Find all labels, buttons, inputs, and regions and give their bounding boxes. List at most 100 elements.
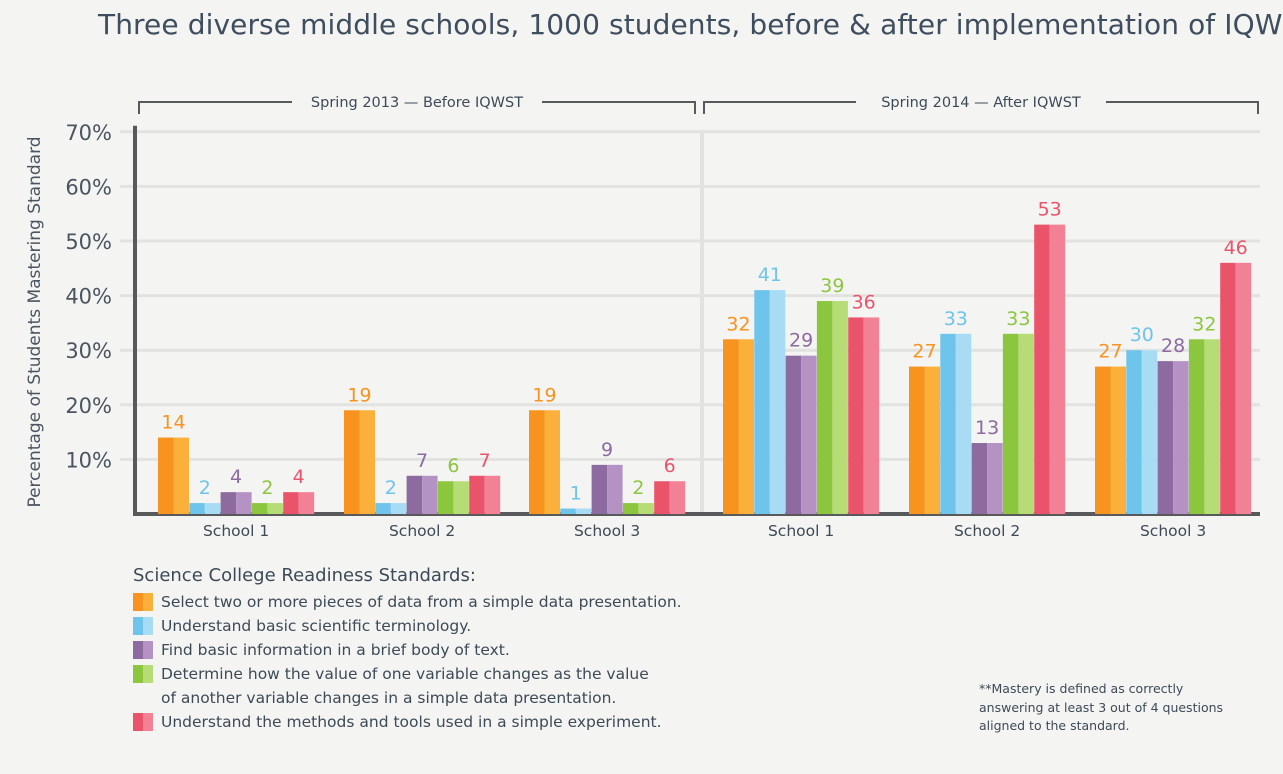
bar (654, 481, 670, 514)
legend-swatch (133, 593, 153, 611)
bar (940, 333, 956, 514)
legend-item: Understand the methods and tools used in… (133, 710, 662, 734)
bar (344, 410, 360, 514)
bar (971, 443, 988, 514)
period-label: Spring 2014 — After IQWST (881, 95, 1081, 111)
bar (220, 492, 237, 514)
period-bracket-right (542, 101, 696, 114)
bar-highlight (204, 503, 221, 514)
bar (909, 366, 925, 514)
legend-item: Find basic information in a brief body o… (133, 638, 510, 662)
bar-value-label: 7 (479, 450, 491, 472)
legend-swatch (133, 665, 153, 683)
bar-value-label: 41 (758, 264, 782, 286)
bar-value-label: 4 (293, 466, 305, 488)
bar-highlight (801, 355, 817, 514)
bar (560, 508, 576, 514)
bar-highlight (987, 443, 1003, 514)
bar-value-label: 29 (789, 330, 813, 352)
bar-value-label: 36 (852, 291, 876, 313)
legend-label: Select two or more pieces of data from a… (161, 593, 682, 611)
legend-label: Understand the methods and tools used in… (161, 713, 662, 731)
legend-label: Determine how the value of one variable … (161, 665, 649, 707)
x-category-label: School 2 (389, 522, 455, 540)
bar-value-label: 46 (1224, 237, 1248, 259)
bar (1157, 361, 1174, 514)
period-bracket-right (1106, 101, 1259, 114)
bar-highlight (638, 503, 654, 514)
bar (1034, 224, 1050, 514)
bar-highlight (1141, 350, 1158, 514)
bar-value-label: 2 (261, 477, 273, 499)
bar-value-label: 53 (1038, 199, 1062, 221)
bar (1188, 339, 1205, 514)
y-tick-label: 50% (65, 230, 112, 254)
legend-item: Determine how the value of one variable … (133, 662, 649, 710)
bar-value-label: 32 (1192, 313, 1216, 335)
bar-highlight (544, 410, 560, 514)
legend-swatch (133, 713, 153, 731)
bar (622, 503, 639, 514)
y-tick-label: 20% (65, 394, 112, 418)
bar-value-label: 32 (726, 313, 750, 335)
bar-highlight (863, 317, 880, 514)
x-category-label: School 3 (1140, 522, 1206, 540)
bar-highlight (422, 475, 438, 514)
bar (848, 317, 864, 514)
bar (591, 464, 608, 514)
bar-value-label: 1 (570, 483, 582, 505)
bar-value-label: 27 (1098, 341, 1122, 363)
bar-highlight (453, 481, 469, 514)
period-label: Spring 2013 — Before IQWST (311, 95, 523, 111)
bar (469, 475, 485, 514)
bar-value-label: 4 (230, 466, 242, 488)
legend-item: Understand basic scientific terminology. (133, 614, 471, 638)
bar-highlight (924, 366, 940, 514)
bar-value-label: 27 (912, 341, 936, 363)
bar-highlight (769, 290, 786, 514)
bar (529, 410, 545, 514)
bar-value-label: 33 (1006, 308, 1030, 330)
bar-value-label: 28 (1161, 335, 1185, 357)
bar-highlight (1110, 366, 1126, 514)
footnote: **Mastery is defined as correctly answer… (979, 681, 1224, 733)
legend-item: Select two or more pieces of data from a… (133, 590, 682, 614)
bar-value-label: 19 (532, 384, 556, 406)
bar (723, 339, 739, 514)
bar (754, 290, 770, 514)
bar-highlight (575, 508, 592, 514)
bar-highlight (390, 503, 407, 514)
x-category-label: School 1 (768, 522, 834, 540)
bar (785, 355, 802, 514)
y-tick-label: 70% (65, 121, 112, 145)
bar-value-label: 39 (820, 275, 844, 297)
bar-highlight (267, 503, 283, 514)
bar (251, 503, 268, 514)
y-tick-label: 60% (65, 175, 112, 199)
period-bracket-left (703, 101, 856, 114)
bar (1126, 350, 1142, 514)
period-bracket-left (138, 101, 292, 114)
bar-value-label: 2 (385, 477, 397, 499)
x-category-label: School 3 (574, 522, 640, 540)
bar-highlight (236, 492, 252, 514)
bar-value-label: 19 (347, 384, 371, 406)
bar (375, 503, 391, 514)
x-category-label: School 2 (954, 522, 1020, 540)
bar-value-label: 2 (632, 477, 644, 499)
bar-value-label: 6 (447, 455, 459, 477)
bar-highlight (359, 410, 375, 514)
bar (1095, 366, 1111, 514)
bar-highlight (669, 481, 686, 514)
bar-highlight (955, 333, 972, 514)
y-tick-label: 40% (65, 285, 112, 309)
bar-value-label: 13 (975, 417, 999, 439)
legend-label: Find basic information in a brief body o… (161, 641, 510, 659)
bar (816, 301, 833, 514)
bar (437, 481, 454, 514)
bar (1002, 333, 1019, 514)
bar-highlight (738, 339, 754, 514)
bar-highlight (1049, 224, 1066, 514)
bar-highlight (1235, 262, 1252, 514)
bar (158, 437, 174, 514)
